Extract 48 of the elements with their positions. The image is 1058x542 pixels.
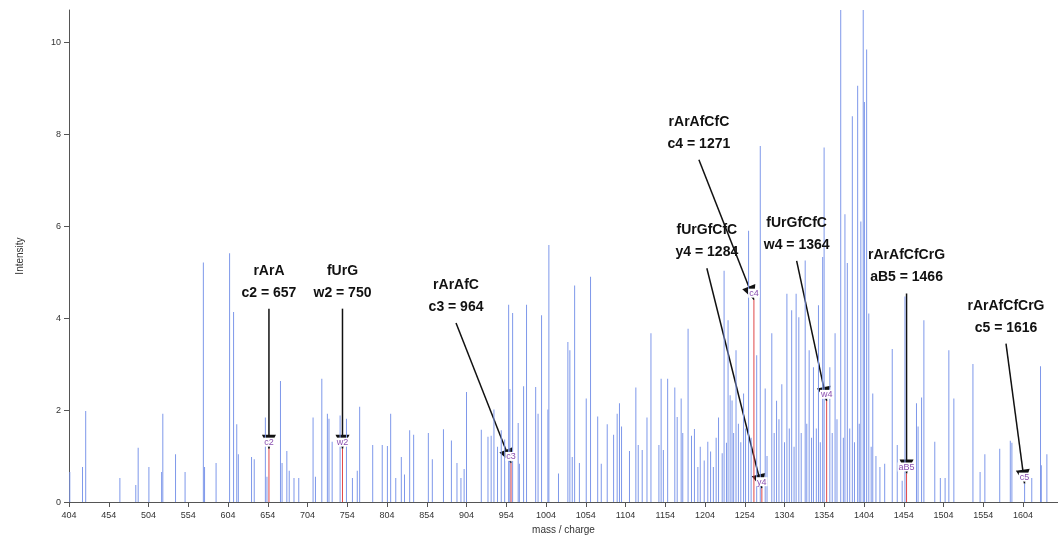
x-tick-label: 1054 xyxy=(575,509,596,520)
annotation: fUrGfCfC w4 = 1364 xyxy=(762,213,830,252)
y-tick-label: 2 xyxy=(55,405,61,416)
y-tick-label: 0 xyxy=(55,497,61,507)
data-label: y4 xyxy=(757,476,767,487)
y-tick-label: 10 xyxy=(50,37,61,48)
x-tick-label: 1554 xyxy=(973,509,994,520)
x-tick-label: 1604 xyxy=(1013,509,1034,520)
x-tick-label: 454 xyxy=(101,509,117,520)
x-tick-label: 1004 xyxy=(535,509,557,520)
x-tick-label: 1404 xyxy=(854,509,875,520)
x-tick-label: 1254 xyxy=(734,509,755,520)
y-tick-label: 6 xyxy=(55,221,61,232)
x-tick-label: 604 xyxy=(220,509,236,520)
x-tick-label: 704 xyxy=(299,509,316,520)
data-label: c5 xyxy=(1019,472,1030,483)
x-tick-label: 1154 xyxy=(655,509,675,520)
data-label: c3 xyxy=(506,451,516,462)
y-tick-label: 8 xyxy=(55,129,61,140)
data-label: aB5 xyxy=(898,461,915,472)
x-tick-label: 954 xyxy=(498,509,514,520)
annotation: rArAfCfC c4 = 1271 xyxy=(667,112,731,151)
x-tick-label: 1304 xyxy=(774,509,795,520)
x-tick-label: 1354 xyxy=(814,509,835,520)
x-tick-label: 904 xyxy=(458,509,475,520)
annotation: rArAfCfCrG c5 = 1616 xyxy=(967,296,1045,335)
annotation: rArAfCfCrG aB5 = 1466 xyxy=(868,246,946,285)
x-tick-label: 404 xyxy=(61,509,77,520)
x-tick-label: 504 xyxy=(140,509,157,520)
annotation: fUrG w2 = 750 xyxy=(312,261,372,300)
data-label: w2 xyxy=(335,437,349,448)
data-label: w4 xyxy=(819,389,833,400)
x-tick-label: 554 xyxy=(180,509,196,520)
x-axis-title: mass / charge xyxy=(532,523,596,535)
x-tick-label: 1504 xyxy=(933,509,954,520)
annotation: rArA c2 = 657 xyxy=(241,261,297,300)
data-label: c2 xyxy=(264,437,274,448)
x-tick-label: 654 xyxy=(260,509,276,520)
y-axis-title: Intensity xyxy=(13,237,25,275)
x-tick-label: 754 xyxy=(339,509,355,520)
x-tick-label: 854 xyxy=(419,509,435,520)
x-tick-label: 1204 xyxy=(695,509,716,520)
annotation: rArAfC c3 = 964 xyxy=(428,275,484,314)
x-tick-label: 804 xyxy=(379,509,395,520)
x-tick-label: 1454 xyxy=(893,509,914,520)
data-label: c4 xyxy=(749,288,759,299)
x-tick-label: 1104 xyxy=(615,509,636,520)
y-tick-label: 4 xyxy=(55,313,61,324)
